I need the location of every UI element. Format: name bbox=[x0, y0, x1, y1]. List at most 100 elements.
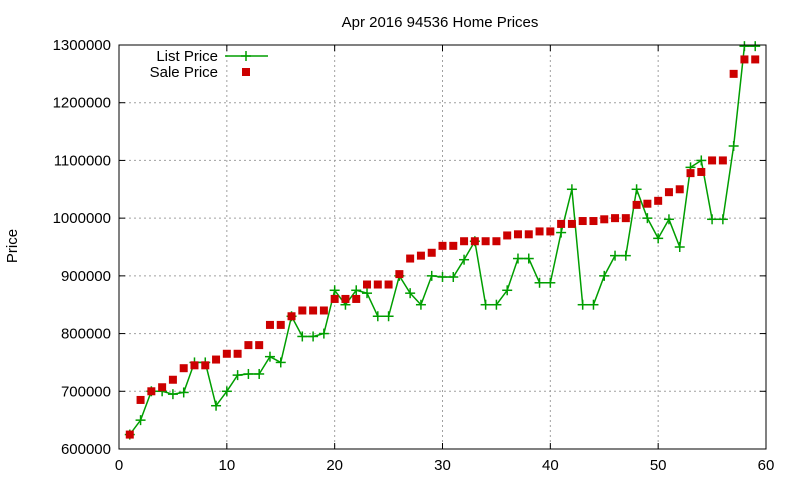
list-price-point bbox=[264, 351, 275, 362]
sale-price-point bbox=[675, 185, 684, 194]
y-tick-label: 600000 bbox=[61, 441, 111, 458]
sale-price-point bbox=[298, 306, 307, 315]
sale-price-point bbox=[503, 231, 512, 240]
sale-price-point bbox=[438, 241, 447, 250]
list-price-point bbox=[642, 213, 653, 224]
sale-price-point bbox=[319, 306, 328, 315]
list-price-point bbox=[610, 250, 621, 261]
series-group bbox=[124, 41, 761, 440]
sale-price-point bbox=[395, 270, 404, 279]
list-price-point bbox=[534, 277, 545, 288]
sale-price-point bbox=[201, 361, 210, 370]
sale-price-point bbox=[222, 349, 231, 358]
list-price-point bbox=[329, 285, 340, 296]
x-tick-label: 10 bbox=[218, 457, 235, 474]
list-price-point bbox=[372, 311, 383, 322]
list-price-point bbox=[167, 389, 178, 400]
list-price-point bbox=[696, 155, 707, 166]
legend-plus-marker bbox=[241, 51, 251, 61]
sale-price-point bbox=[492, 237, 501, 246]
list-price-point bbox=[405, 288, 416, 299]
sale-price-point bbox=[330, 294, 339, 303]
sale-price-point bbox=[406, 254, 415, 263]
sale-price-point bbox=[168, 375, 177, 384]
list-price-point bbox=[707, 214, 718, 225]
list-price-point bbox=[480, 299, 491, 310]
list-price-point bbox=[566, 184, 577, 195]
legend-square-marker bbox=[242, 68, 250, 76]
sale-price-point bbox=[621, 214, 630, 223]
sale-price-point bbox=[147, 387, 156, 396]
sale-price-point bbox=[513, 230, 522, 239]
list-price-point bbox=[221, 386, 232, 397]
list-price-point bbox=[523, 253, 534, 264]
list-price-point bbox=[178, 387, 189, 398]
y-tick-label: 700000 bbox=[61, 383, 111, 400]
x-tick-label: 0 bbox=[115, 457, 123, 474]
list-price-point bbox=[383, 311, 394, 322]
sale-price-point bbox=[578, 217, 587, 226]
list-price-point bbox=[502, 285, 513, 296]
list-price-point bbox=[426, 270, 437, 281]
sale-price-point bbox=[125, 430, 134, 439]
sale-price-point bbox=[265, 320, 274, 329]
sale-price-point bbox=[600, 215, 609, 224]
sale-price-point bbox=[158, 383, 167, 392]
y-tick-label: 1300000 bbox=[53, 37, 111, 54]
sale-price-point bbox=[708, 156, 717, 165]
sale-price-point bbox=[179, 364, 188, 373]
list-price-point bbox=[318, 328, 329, 339]
axis-ticks: 0 10 20 30 40 50 60 600000 700000 800000 900000 100… bbox=[53, 37, 775, 474]
list-price-point bbox=[717, 214, 728, 225]
list-price-point bbox=[599, 270, 610, 281]
sale-price-point bbox=[729, 69, 738, 78]
list-price-point bbox=[750, 41, 761, 52]
list-price-point bbox=[437, 272, 448, 283]
list-price-point bbox=[135, 415, 146, 426]
sale-price-point bbox=[363, 280, 372, 289]
sale-price-point bbox=[287, 312, 296, 321]
list-price-point bbox=[351, 285, 362, 296]
sale-price-point bbox=[567, 219, 576, 228]
sale-price-point bbox=[740, 55, 749, 64]
list-price-point bbox=[556, 227, 567, 238]
list-price-point bbox=[663, 214, 674, 225]
list-price-point bbox=[297, 331, 308, 342]
list-price-point bbox=[459, 254, 470, 265]
sale-price-point bbox=[341, 294, 350, 303]
list-price-point bbox=[254, 368, 265, 379]
sale-price-point bbox=[751, 55, 760, 64]
list-price-point bbox=[653, 233, 664, 244]
x-tick-label: 40 bbox=[542, 457, 559, 474]
sale-price-point bbox=[470, 237, 479, 246]
sale-price-point bbox=[427, 248, 436, 257]
sale-price-point bbox=[309, 306, 318, 315]
x-tick-label: 20 bbox=[326, 457, 343, 474]
list-price-point bbox=[308, 331, 319, 342]
legend-label: List Price bbox=[156, 48, 218, 65]
sale-price-point bbox=[416, 251, 425, 260]
y-tick-label: 1000000 bbox=[53, 210, 111, 227]
x-tick-label: 50 bbox=[650, 457, 667, 474]
sale-price-point bbox=[244, 341, 253, 350]
y-tick-label: 800000 bbox=[61, 326, 111, 343]
y-tick-label: 1100000 bbox=[54, 152, 111, 169]
sale-price-point bbox=[460, 237, 469, 246]
sale-price-point bbox=[664, 188, 673, 197]
sale-price-point bbox=[190, 361, 199, 370]
sale-price-point bbox=[212, 355, 221, 364]
y-axis-label: Price bbox=[4, 229, 21, 263]
list-price-point bbox=[275, 357, 286, 368]
list-price-point bbox=[243, 368, 254, 379]
sale-price-point bbox=[136, 395, 145, 404]
list-price-point bbox=[739, 41, 750, 52]
sale-price-point bbox=[686, 169, 695, 178]
legend-label: Sale Price bbox=[150, 64, 218, 81]
x-tick-label: 30 bbox=[434, 457, 451, 474]
sale-price-point bbox=[718, 156, 727, 165]
sale-price-point bbox=[255, 341, 264, 350]
sale-price-point bbox=[557, 219, 566, 228]
x-tick-label: 60 bbox=[758, 457, 775, 474]
